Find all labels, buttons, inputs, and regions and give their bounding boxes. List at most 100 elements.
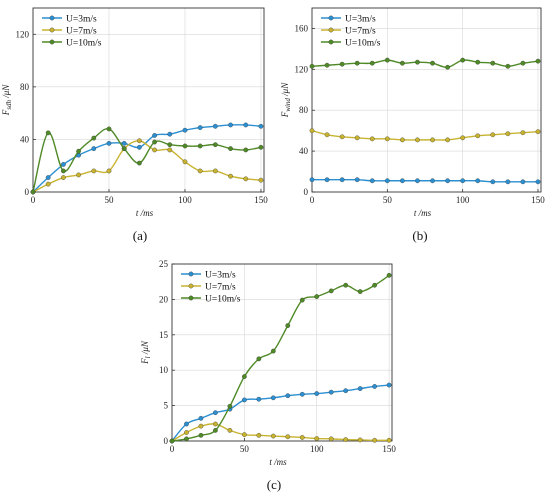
y-tick-label: 40 [299, 146, 309, 156]
series-line-u-10m-s [311, 59, 539, 68]
y-tick-label: 5 [164, 401, 169, 411]
legend-marker-u-7m-s [188, 283, 194, 289]
data-point-u-10m-s [309, 63, 315, 69]
panel-label: (c) [267, 477, 281, 492]
data-point-u-3m-s [372, 384, 378, 389]
data-point-u-10m-s [475, 59, 481, 65]
data-point-u-7m-s [343, 437, 349, 442]
data-point-u-10m-s [243, 147, 249, 153]
data-point-u-10m-s [45, 130, 51, 136]
data-point-u-7m-s [400, 137, 405, 143]
data-point-u-10m-s [91, 135, 97, 141]
data-point-u-3m-s [182, 127, 188, 133]
y-tick-label: 0 [164, 436, 169, 446]
data-point-u-3m-s [400, 178, 405, 184]
data-point-u-7m-s [227, 428, 233, 433]
data-point-u-10m-s [169, 438, 175, 444]
data-point-u-10m-s [535, 58, 541, 64]
y-tick-label: 0 [25, 187, 30, 197]
data-point-u-7m-s [197, 168, 203, 174]
data-point-u-7m-s [137, 138, 142, 144]
data-point-u-7m-s [152, 147, 157, 153]
data-point-u-7m-s [256, 432, 262, 438]
data-point-u-10m-s [61, 168, 66, 174]
legend-label-u-7m-s: U=7m/s [66, 27, 97, 37]
data-point-u-10m-s [490, 60, 496, 66]
legend-label-u-10m-s: U=10m/s [345, 39, 381, 49]
data-point-u-3m-s [167, 131, 173, 137]
data-point-u-10m-s [415, 59, 420, 65]
data-point-u-10m-s [384, 57, 390, 63]
data-point-u-3m-s [357, 386, 363, 391]
chart-panel-b: 0 50 100 150 0 40 80 120 160 t /ms Fwind /μN U=3m/s… [280, 7, 545, 243]
data-point-u-3m-s [213, 410, 218, 416]
data-point-u-3m-s [490, 179, 496, 185]
data-point-u-3m-s [45, 175, 51, 180]
legend-marker-u-10m-s [188, 295, 194, 301]
data-point-u-7m-s [299, 435, 305, 440]
data-point-u-3m-s [460, 178, 466, 184]
y-tick-label: 120 [295, 64, 309, 74]
x-tick-label: 0 [310, 195, 315, 205]
data-point-u-10m-s [270, 348, 276, 354]
data-point-u-10m-s [106, 126, 112, 132]
data-point-u-7m-s [386, 437, 392, 443]
y-axis-label: Fsdh /μN [1, 84, 13, 117]
data-point-u-3m-s [535, 179, 541, 185]
data-point-u-3m-s [228, 122, 233, 128]
data-point-u-7m-s [415, 137, 420, 143]
data-point-u-3m-s [243, 122, 249, 128]
data-point-u-3m-s [309, 177, 315, 183]
data-point-u-7m-s [241, 432, 247, 438]
y-tick-label: 120 [16, 29, 30, 39]
data-point-u-10m-s [505, 63, 511, 69]
data-point-u-10m-s [121, 146, 127, 152]
x-tick-label: 0 [170, 444, 175, 454]
series-line-u-7m-s [311, 129, 539, 141]
x-axis-label: t /ms [414, 208, 432, 218]
data-point-u-7m-s [91, 168, 97, 174]
y-tick-label: 0 [304, 187, 309, 197]
data-point-u-3m-s [520, 179, 526, 185]
data-point-u-7m-s [198, 423, 204, 429]
legend-marker-u-10m-s [328, 39, 334, 45]
data-point-u-3m-s [241, 397, 247, 403]
data-point-u-7m-s [520, 130, 526, 136]
x-tick-label: 50 [383, 195, 393, 205]
y-tick-label: 25 [159, 259, 169, 269]
x-tick-label: 100 [178, 195, 192, 205]
data-point-u-7m-s [314, 436, 320, 441]
legend-marker-u-3m-s [49, 15, 55, 21]
legend-marker-u-7m-s [328, 27, 334, 33]
data-point-u-7m-s [505, 131, 511, 137]
data-point-u-3m-s [299, 391, 305, 397]
data-point-u-10m-s [372, 282, 378, 288]
data-point-u-7m-s [384, 136, 390, 142]
panel-label: (b) [412, 228, 427, 243]
legend-label-u-7m-s: U=7m/s [205, 283, 236, 293]
data-point-u-10m-s [299, 297, 305, 303]
data-point-u-3m-s [445, 178, 450, 184]
x-axis-label: t /ms [269, 457, 287, 467]
data-point-u-3m-s [137, 144, 142, 150]
data-point-u-3m-s [384, 178, 390, 184]
data-point-u-10m-s [76, 148, 81, 154]
plot-frame [311, 7, 542, 193]
legend-label-u-3m-s: U=3m/s [66, 15, 97, 25]
data-point-u-10m-s [520, 60, 526, 66]
data-point-u-3m-s [339, 177, 345, 183]
data-point-u-3m-s [258, 123, 264, 129]
data-point-u-10m-s [324, 62, 330, 68]
data-point-u-7m-s [243, 176, 249, 182]
x-tick-label: 150 [254, 195, 268, 205]
data-point-u-10m-s [369, 60, 375, 66]
data-point-u-3m-s [121, 140, 127, 146]
legend-label-u-10m-s: U=10m/s [66, 39, 102, 49]
data-point-u-10m-s [227, 403, 233, 409]
x-tick-label: 50 [240, 444, 250, 454]
y-tick-label: 160 [295, 23, 309, 33]
data-point-u-10m-s [256, 356, 262, 362]
series-line-u-7m-s [32, 140, 262, 193]
data-point-u-7m-s [45, 181, 51, 187]
data-point-u-7m-s [328, 436, 334, 442]
